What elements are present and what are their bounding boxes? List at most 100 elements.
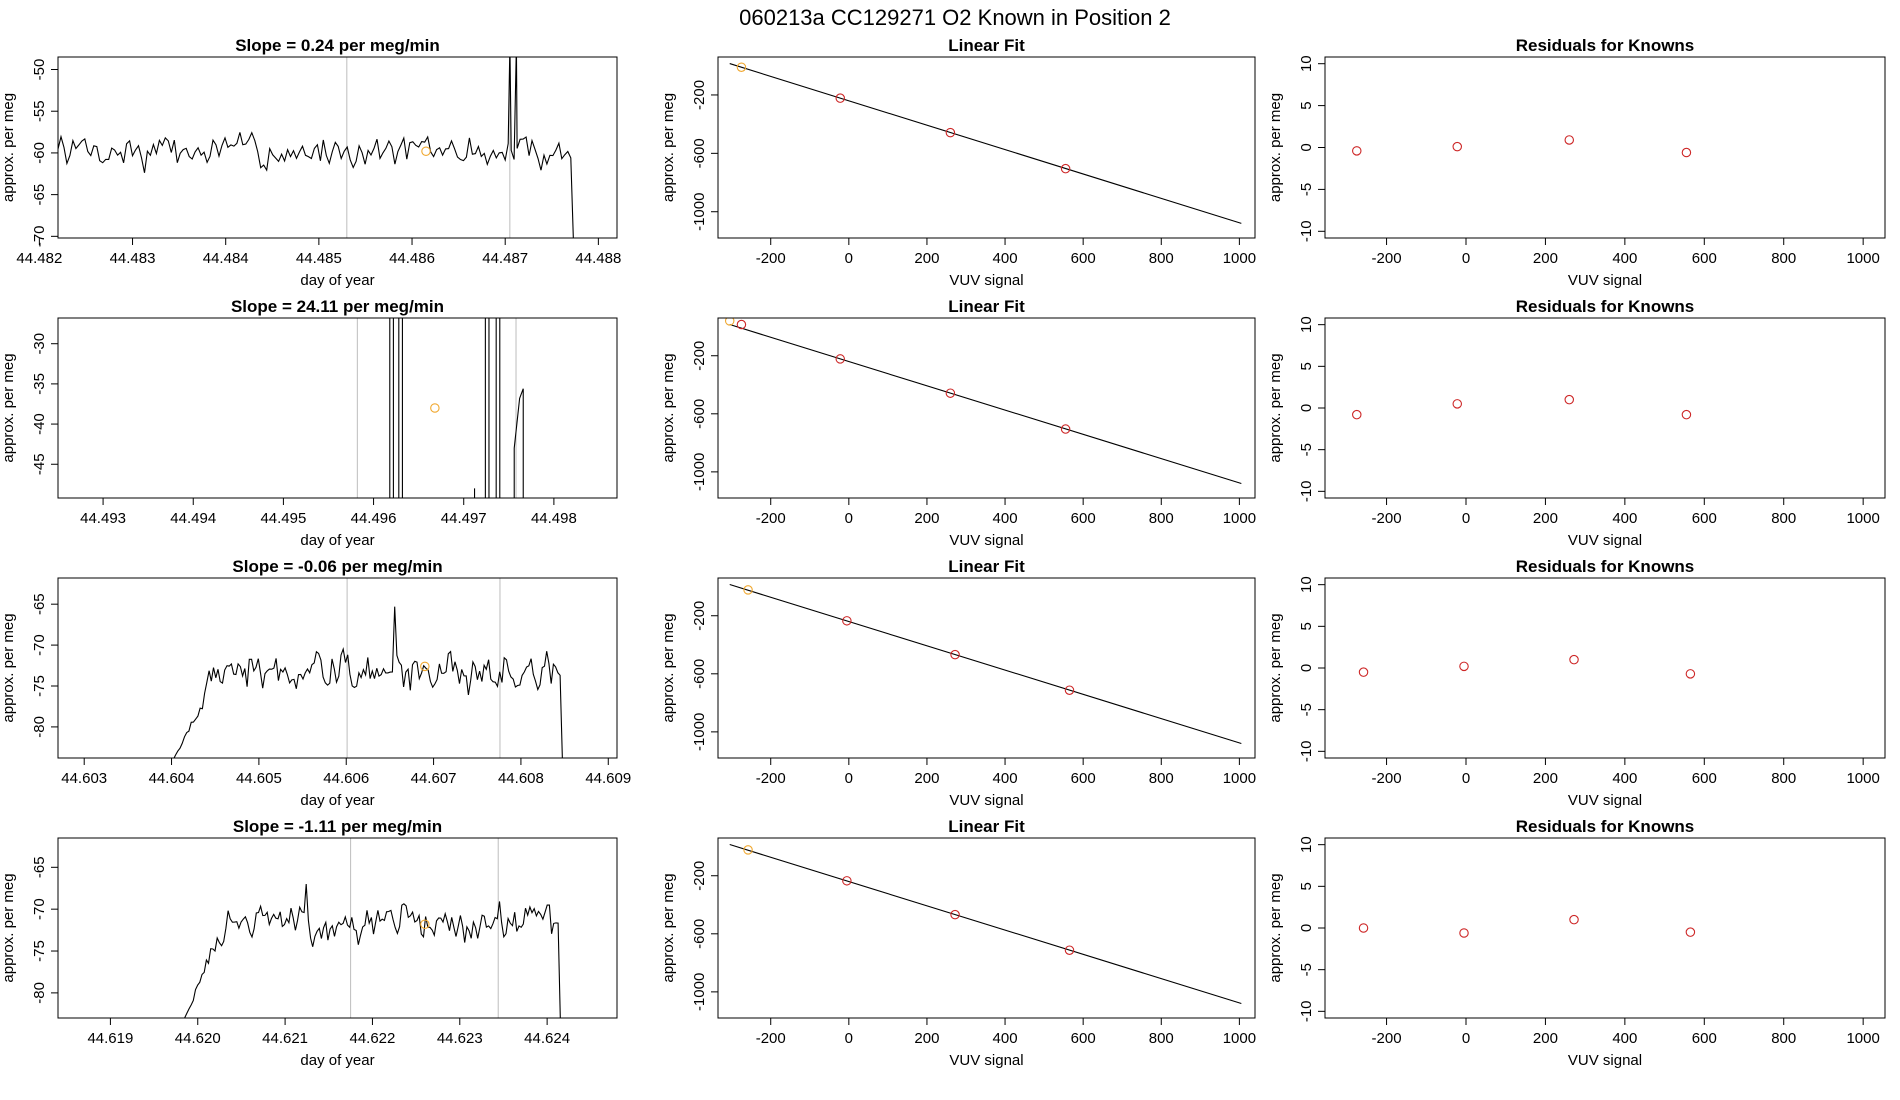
x-tick-label: 400 (1612, 1030, 1637, 1047)
y-axis-label: approx. per meg (0, 613, 17, 722)
x-tick-label: 800 (1149, 770, 1174, 787)
trace-line (58, 57, 574, 238)
y-tick-label: 0 (1298, 404, 1315, 412)
x-tick-label: 0 (845, 510, 853, 527)
known-point (1060, 424, 1071, 434)
panel-title: Residuals for Knowns (1516, 36, 1695, 55)
reference-point (743, 845, 753, 855)
y-tick-label: 10 (1298, 316, 1315, 333)
y-tick-label: -70 (31, 898, 48, 920)
x-tick-label: 44.495 (260, 510, 306, 527)
y-tick-label: -70 (31, 634, 48, 656)
y-tick-label: -35 (31, 373, 48, 395)
y-axis-label: approx. per meg (1267, 93, 1284, 202)
x-tick-label: 44.487 (482, 250, 528, 267)
x-tick-label: 44.605 (236, 770, 282, 787)
known-point (1569, 654, 1579, 665)
x-tick-label: 0 (845, 1030, 853, 1047)
x-tick-label: 600 (1692, 510, 1717, 527)
x-tick-label: 400 (993, 770, 1018, 787)
known-point (842, 876, 852, 886)
y-tick-label: -5 (1298, 183, 1315, 196)
known-point (1459, 928, 1469, 938)
plot-area (1352, 394, 1692, 420)
x-tick-label: 44.486 (389, 250, 435, 267)
x-tick-label: 44.488 (575, 250, 621, 267)
x-tick-label: 44.604 (149, 770, 195, 787)
y-tick-label: -70 (31, 225, 48, 247)
panel-2-1: Linear Fit VUV signal approx. per meg -200 0… (660, 557, 1256, 809)
x-tick-label: 800 (1149, 1030, 1174, 1047)
known-point (1681, 147, 1692, 158)
y-tick-label: -600 (691, 659, 708, 689)
x-tick-label: 44.494 (170, 510, 216, 527)
x-tick-label: 200 (914, 770, 939, 787)
panel-title: Slope = 24.11 per meg/min (231, 297, 444, 316)
x-tick-label: 0 (845, 770, 853, 787)
x-tick-label: 44.623 (437, 1030, 483, 1047)
x-axis-label: day of year (300, 1052, 374, 1069)
y-tick-label: -1000 (691, 453, 708, 491)
plot-frame (717, 837, 1256, 1019)
y-tick-label: -200 (691, 601, 708, 631)
x-tick-label: 800 (1771, 770, 1796, 787)
x-axis-label: VUV signal (949, 272, 1023, 289)
trace-line (513, 388, 524, 498)
y-tick-label: -75 (31, 675, 48, 697)
known-point (950, 909, 960, 920)
y-tick-label: -600 (691, 919, 708, 949)
y-tick-label: -60 (31, 142, 48, 164)
panel-1-2: Residuals for Knowns VUV signal approx. pe… (1267, 297, 1886, 549)
x-tick-label: 44.621 (262, 1030, 308, 1047)
x-tick-label: -200 (756, 770, 786, 787)
plot-area (724, 318, 1242, 485)
known-point (1060, 163, 1071, 174)
x-axis-label: VUV signal (1568, 272, 1642, 289)
x-tick-label: 600 (1692, 770, 1717, 787)
panel-title: Slope = 0.24 per meg/min (235, 36, 440, 55)
x-tick-label: 800 (1149, 250, 1174, 267)
fit-line (729, 844, 1242, 1005)
y-tick-label: -5 (1298, 703, 1315, 716)
y-tick-label: -65 (31, 856, 48, 878)
y-tick-label: -65 (31, 184, 48, 206)
panel-title: Linear Fit (948, 36, 1025, 55)
fit-line (729, 63, 1242, 224)
plot-area (356, 318, 524, 498)
y-tick-label: -200 (691, 80, 708, 110)
x-tick-label: -200 (1372, 770, 1402, 787)
y-axis-label: approx. per meg (660, 873, 677, 982)
y-tick-label: -200 (691, 861, 708, 891)
x-tick-label: 600 (1692, 250, 1717, 267)
x-tick-label: 44.607 (411, 770, 457, 787)
x-tick-label: 44.483 (110, 250, 156, 267)
panel-2-0: Slope = -0.06 per meg/min day of year appr… (0, 557, 631, 809)
panel-title: Linear Fit (948, 557, 1025, 576)
y-axis-label: approx. per meg (0, 873, 17, 982)
reference-point (420, 661, 430, 672)
panel-grid: Slope = 0.24 per meg/min day of year appro… (0, 36, 1886, 1069)
x-axis-label: VUV signal (1568, 1052, 1642, 1069)
x-tick-label: 200 (914, 250, 939, 267)
plot-frame (57, 837, 618, 1019)
x-tick-label: 1000 (1223, 250, 1256, 267)
plot-area (729, 844, 1242, 1005)
reference-point (736, 62, 747, 72)
y-tick-label: 10 (1298, 836, 1315, 853)
x-tick-label: 0 (845, 250, 853, 267)
y-tick-label: 5 (1298, 101, 1315, 109)
x-tick-label: 800 (1771, 1030, 1796, 1047)
y-tick-label: -1000 (691, 713, 708, 751)
known-point (945, 388, 956, 398)
x-tick-label: 44.484 (203, 250, 249, 267)
known-point (1685, 669, 1696, 679)
known-point (945, 127, 956, 138)
known-point (1064, 685, 1075, 695)
y-tick-label: -30 (31, 333, 48, 355)
plot-frame (717, 577, 1256, 759)
fit-line (729, 584, 1242, 745)
y-tick-label: -55 (31, 100, 48, 122)
plot-frame (717, 56, 1256, 239)
panel-title: Linear Fit (948, 297, 1025, 316)
y-axis-label: approx. per meg (1267, 613, 1284, 722)
